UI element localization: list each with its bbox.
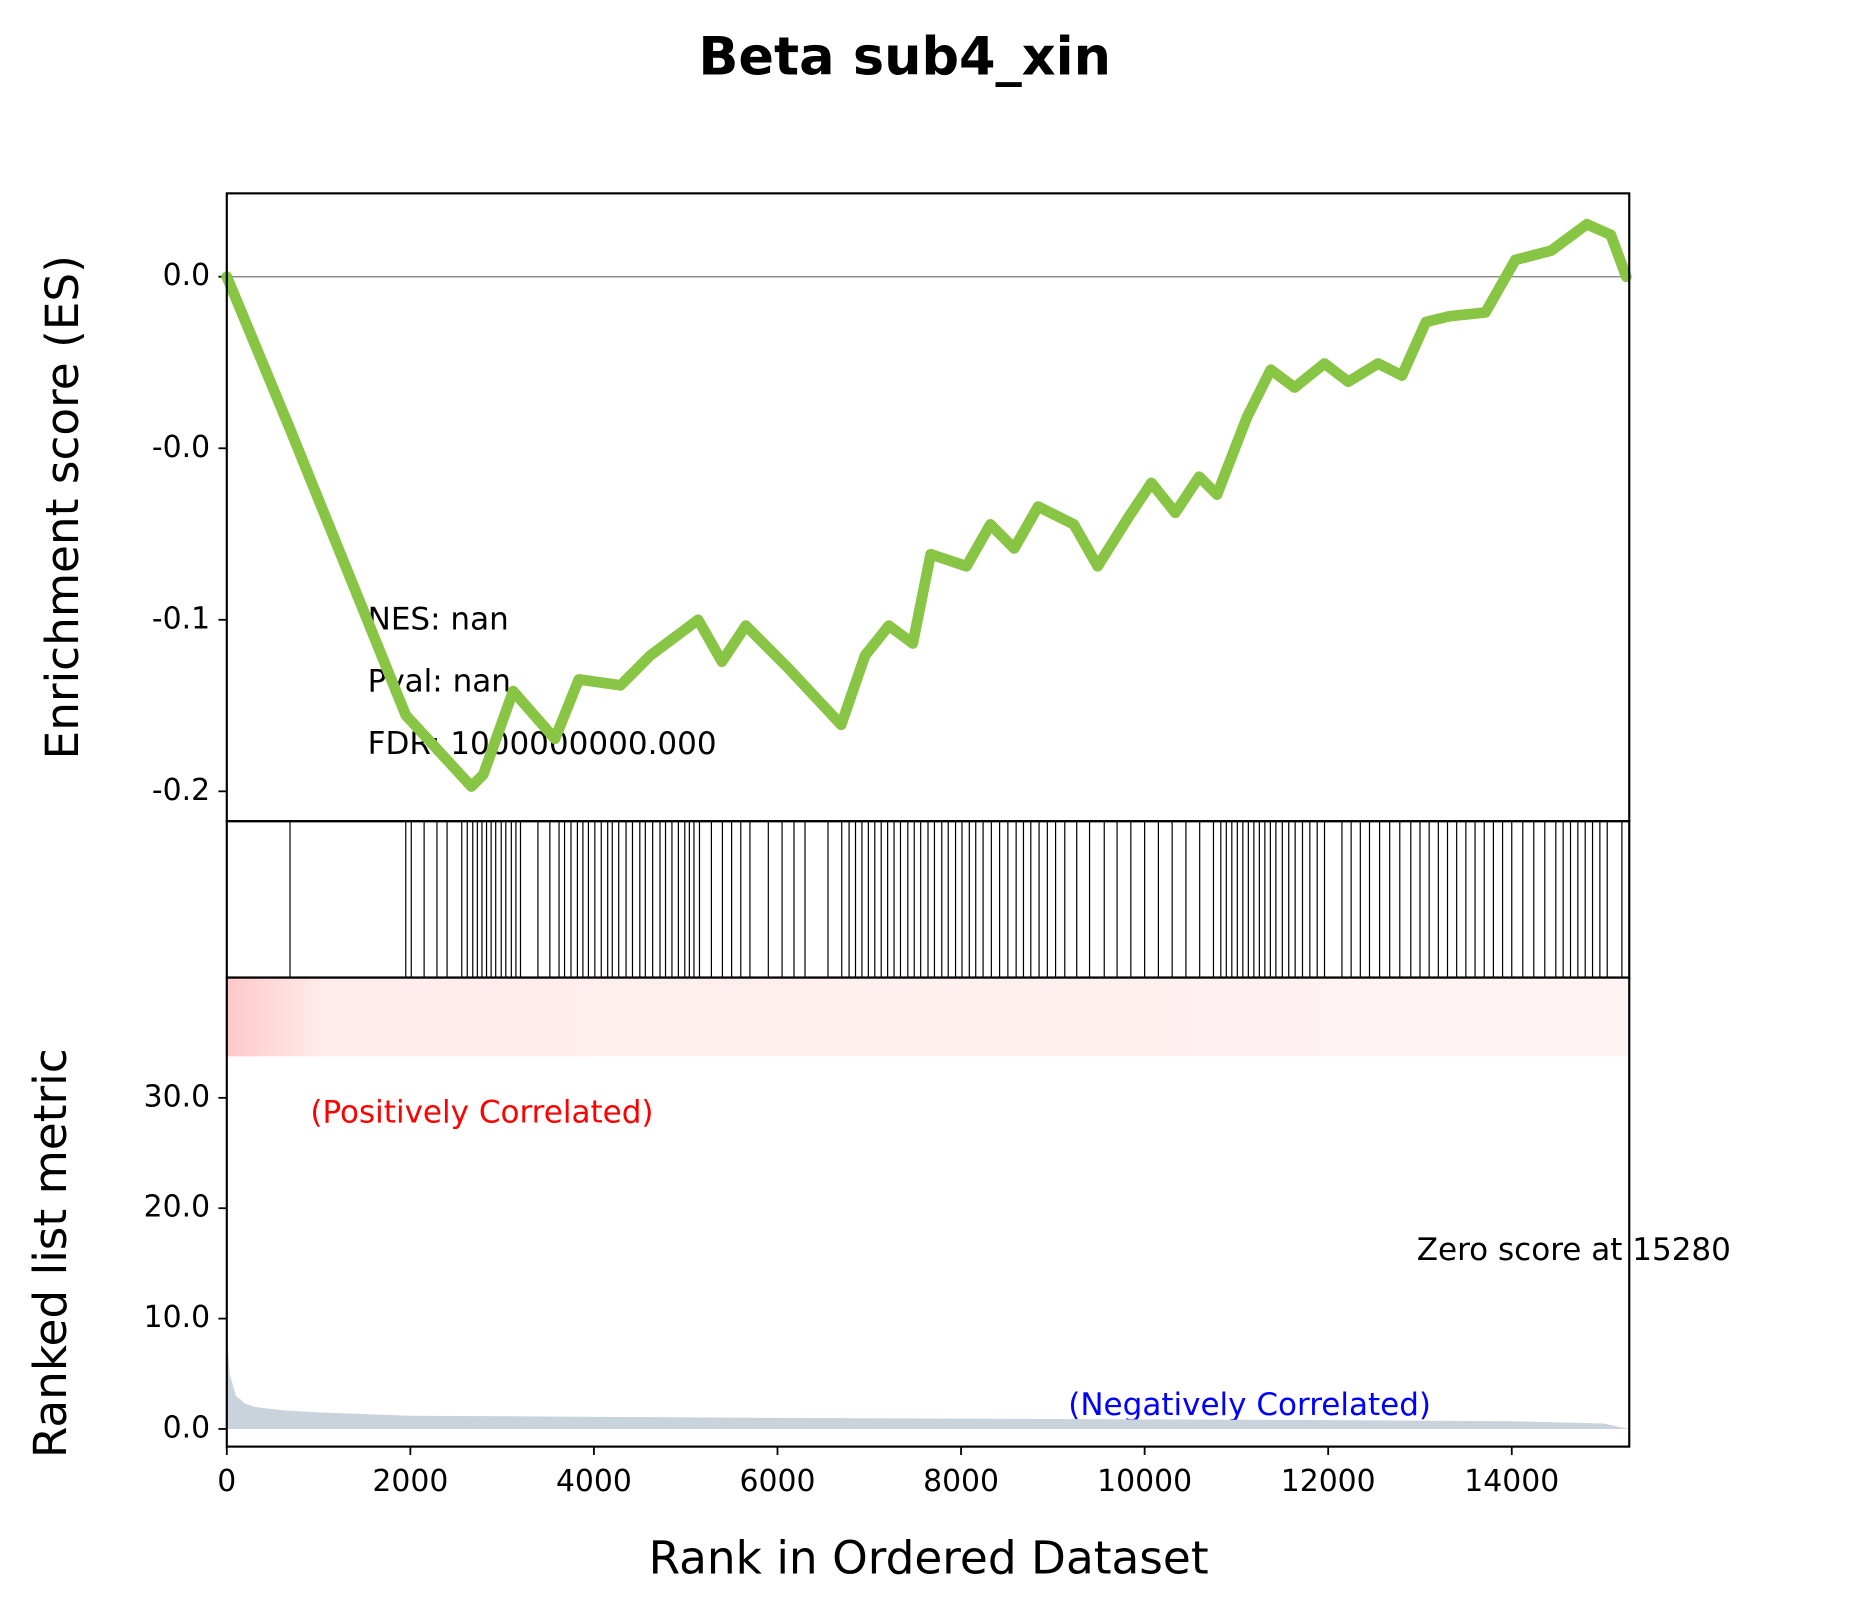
y-axis-title: Enrichment score (ES) <box>36 255 89 759</box>
y-tick-label: -0.1 <box>152 601 210 636</box>
es-line <box>221 218 1632 792</box>
annotation: NES: nan <box>368 602 509 638</box>
y-tick-label: -0.2 <box>152 773 210 808</box>
x-tick-label: 8000 <box>923 1464 999 1499</box>
x-tick-label: 10000 <box>1097 1464 1192 1499</box>
annotation: Zero score at 15280 <box>1417 1232 1731 1268</box>
y-tick-label: 10.0 <box>144 1300 210 1335</box>
metric-area <box>226 1329 1630 1429</box>
annotation: (Positively Correlated) <box>310 1095 653 1131</box>
x-tick-label: 12000 <box>1281 1464 1376 1499</box>
x-tick-label: 2000 <box>372 1464 448 1499</box>
panel-frame <box>225 976 1631 1448</box>
y-axis-title: Ranked list metric <box>24 1048 77 1458</box>
y-tick-label: -0.0 <box>152 430 210 465</box>
annotation: (Negatively Correlated) <box>1068 1387 1431 1423</box>
metric-heat-band <box>226 977 1630 1057</box>
chart-title: Beta sub4_xin <box>698 26 1111 87</box>
x-tick-label: 4000 <box>556 1464 632 1499</box>
x-tick-label: 0 <box>217 1464 236 1499</box>
x-tick-label: 14000 <box>1464 1464 1559 1499</box>
x-tick-label: 6000 <box>740 1464 816 1499</box>
x-axis-title: Rank in Ordered Dataset <box>649 1532 1209 1585</box>
y-tick-label: 30.0 <box>144 1079 210 1114</box>
y-tick-label: 0.0 <box>163 1410 210 1445</box>
y-tick-label: 20.0 <box>144 1190 210 1225</box>
y-tick-label: 0.0 <box>163 258 210 293</box>
